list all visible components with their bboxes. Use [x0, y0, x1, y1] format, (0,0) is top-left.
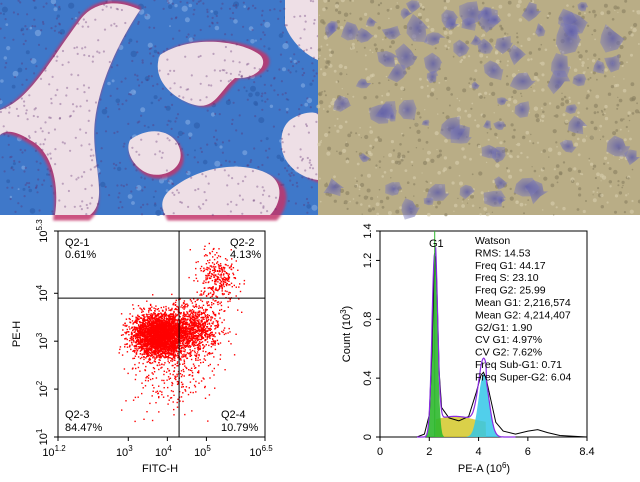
- quadrant-q2-4-percent: 10.79%: [221, 422, 259, 434]
- watson-stat-line: Freq G2: 25.99: [475, 285, 546, 297]
- watson-stat-line: Freq G1: 44.17: [475, 260, 546, 272]
- flow-y-axis-label: PE-H: [11, 321, 23, 347]
- quadrant-q2-3-percent: 84.47%: [65, 422, 103, 434]
- flow-x-tick-label: 106.5: [249, 444, 273, 459]
- flow-x-axis-ticks: 101.2 103 104 105 106.5: [42, 437, 273, 459]
- watson-stat-line: Mean G2: 4,214,407: [475, 309, 571, 321]
- g1-peak-label: G1: [429, 238, 444, 250]
- watson-stat-line: CV G2: 7.62%: [475, 347, 542, 359]
- flow-x-axis-label: FITC-H: [142, 463, 178, 475]
- g2-phase-area: [466, 373, 502, 437]
- cycle-x-tick-label: 4: [476, 446, 482, 458]
- histology-image: [0, 0, 327, 221]
- watson-stat-line: G2/G1: 1.90: [475, 322, 532, 334]
- cycle-x-tick-label: 0: [377, 446, 383, 458]
- quadrant-q2-2-percent: 4.13%: [230, 249, 261, 261]
- watson-stat-line: RMS: 14.53: [475, 247, 531, 259]
- cycle-y-tick-label: 0: [362, 434, 374, 440]
- flow-y-tick-label: 104: [35, 284, 50, 301]
- cycle-x-tick-label: 6: [525, 446, 531, 458]
- flow-scatter-plot: 101.2 103 104 105 106.5 101 102 103 104 105.3 Q2…: [11, 219, 273, 475]
- quadrant-q2-4-name: Q2-4: [221, 409, 245, 421]
- watson-stat-line: Freq S: 23.10: [475, 272, 539, 284]
- cycle-y-axis-ticks: 0 0.4 0.8 1.2 1.4: [362, 223, 380, 440]
- cell-culture-image: [316, 0, 640, 220]
- flow-dot-cloud: [118, 242, 246, 423]
- cycle-x-tick-label: 2: [426, 446, 432, 458]
- quadrant-q2-1-percent: 0.61%: [65, 249, 96, 261]
- flow-x-tick-label: 103: [116, 444, 133, 459]
- quadrant-q2-3-name: Q2-3: [65, 409, 89, 421]
- cycle-x-axis-ticks: 0 2 4 6 8.4: [377, 437, 595, 458]
- cycle-y-tick-label: 0.8: [362, 312, 374, 327]
- cycle-model-fit-line: [417, 247, 516, 438]
- cycle-y-tick-label: 1.2: [362, 253, 374, 268]
- cycle-y-tick-label: 0.4: [362, 370, 374, 385]
- flow-y-tick-label: 105.3: [35, 219, 50, 243]
- flow-x-tick-label: 101.2: [42, 444, 66, 459]
- cycle-x-tick-label: 8.4: [579, 446, 594, 458]
- quadrant-q2-2-name: Q2-2: [230, 237, 254, 249]
- flow-y-tick-label: 101: [35, 428, 50, 445]
- flow-y-axis-ticks: 101 102 103 104 105.3: [35, 219, 58, 445]
- flow-y-tick-label: 102: [35, 380, 50, 397]
- flow-x-tick-label: 105: [194, 444, 211, 459]
- flow-y-tick-label: 103: [35, 332, 50, 349]
- flow-x-tick-label: 104: [155, 444, 172, 459]
- quadrant-q2-1-name: Q2-1: [65, 237, 89, 249]
- watson-stat-line: Mean G1: 2,216,574: [475, 297, 571, 309]
- watson-stat-line: CV G1: 4.97%: [475, 334, 542, 346]
- cycle-y-axis-label: Count (103): [339, 306, 353, 362]
- watson-stat-line: Watson: [475, 235, 510, 247]
- cycle-x-axis-label: PE-A (106): [458, 461, 510, 475]
- watson-stat-line: Freq Sub-G1: 0.71: [475, 359, 562, 371]
- watson-stat-line: Freq Super-G2: 6.04: [475, 371, 571, 383]
- cycle-y-tick-label: 1.4: [362, 223, 374, 238]
